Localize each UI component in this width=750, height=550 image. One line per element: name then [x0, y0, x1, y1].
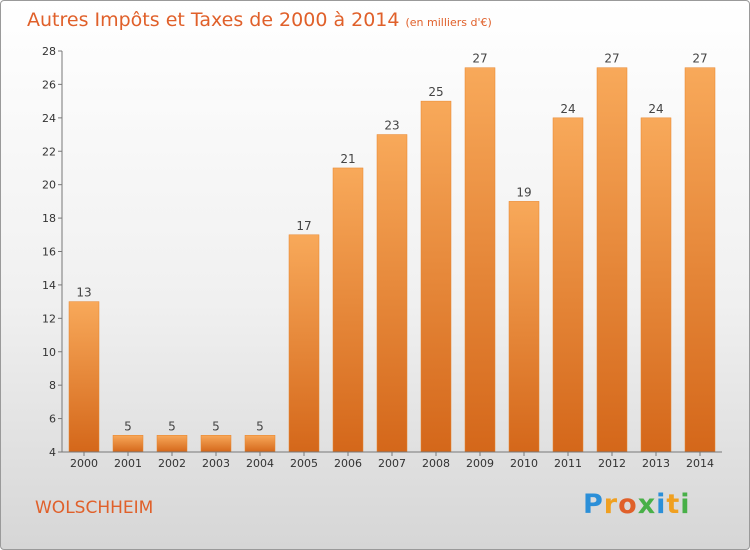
bar-value-label: 5 — [124, 419, 132, 433]
x-tick-label: 2014 — [686, 457, 714, 470]
y-tick-label: 12 — [42, 312, 56, 325]
bar — [288, 234, 320, 453]
bar-value-label: 5 — [168, 419, 176, 433]
bar-value-label: 17 — [296, 219, 311, 233]
y-tick-label: 20 — [42, 179, 56, 192]
bar — [68, 301, 100, 453]
x-tick-label: 2003 — [202, 457, 230, 470]
title-text: Autres Impôts et Taxes de 2000 à 2014 — [27, 9, 400, 31]
x-tick-label: 2013 — [642, 457, 670, 470]
bar-value-label: 13 — [76, 286, 91, 300]
bar-value-label: 27 — [604, 52, 619, 66]
bar — [684, 67, 716, 453]
logo-letter: i — [656, 489, 667, 520]
bars-group: 13 5 5 5 5 17 21 23 25 27 19 24 27 24 27 — [68, 52, 716, 453]
y-tick-label: 10 — [42, 346, 56, 359]
y-tick-label: 8 — [49, 379, 56, 392]
x-tick-label: 2012 — [598, 457, 626, 470]
y-tick-label: 18 — [42, 212, 56, 225]
x-tick-label: 2011 — [554, 457, 582, 470]
bar-value-label: 25 — [428, 85, 443, 99]
bar — [464, 67, 496, 453]
logo-letter: x — [637, 489, 657, 520]
bar-value-label: 24 — [560, 102, 575, 116]
x-tick-label: 2006 — [334, 457, 362, 470]
x-tick-label: 2004 — [246, 457, 274, 470]
x-tick-label: 2005 — [290, 457, 318, 470]
x-tick-label: 2009 — [466, 457, 494, 470]
y-tick-label: 14 — [42, 279, 56, 292]
bar-value-label: 23 — [384, 119, 399, 133]
unit-label: (en milliers d'€) — [405, 16, 492, 29]
x-tick-label: 2001 — [114, 457, 142, 470]
x-tick-label: 2008 — [422, 457, 450, 470]
bar — [376, 134, 408, 453]
y-tick-label: 16 — [42, 246, 56, 259]
logo-letter: r — [603, 489, 619, 520]
bar — [244, 435, 276, 453]
chart-title: Autres Impôts et Taxes de 2000 à 2014 (en… — [27, 9, 492, 31]
logo-letter: t — [666, 489, 681, 520]
y-tick-label: 22 — [42, 145, 56, 158]
bar — [640, 117, 672, 453]
x-tick-label: 2002 — [158, 457, 186, 470]
y-tick-label: 26 — [42, 78, 56, 91]
bar-value-label: 5 — [256, 419, 264, 433]
brand-logo: Proxiti — [583, 489, 691, 520]
logo-letter: i — [680, 489, 691, 520]
bar-value-label: 24 — [648, 102, 663, 116]
axes-group: 2000 2001 2002 2003 2004 2005 2006 2007 2008 2009… — [42, 45, 722, 470]
bar — [596, 67, 628, 453]
x-tick-label: 2007 — [378, 457, 406, 470]
y-tick-label: 24 — [42, 112, 56, 125]
logo-letter: P — [583, 489, 604, 520]
logo-letter: o — [618, 489, 638, 520]
x-tick-label: 2010 — [510, 457, 538, 470]
y-tick-label: 28 — [42, 45, 56, 58]
bar-value-label: 21 — [340, 152, 355, 166]
bar — [552, 117, 584, 453]
bar-value-label: 27 — [472, 52, 487, 66]
bar — [156, 435, 188, 453]
commune-name: WOLSCHHEIM — [35, 498, 154, 518]
bar — [112, 435, 144, 453]
bar — [508, 201, 540, 453]
bar-value-label: 27 — [692, 52, 707, 66]
bar-value-label: 19 — [516, 185, 531, 199]
bar — [420, 100, 452, 453]
y-tick-label: 6 — [49, 413, 56, 426]
bar-value-label: 5 — [212, 419, 220, 433]
bar — [332, 167, 364, 453]
bar — [200, 435, 232, 453]
y-tick-label: 4 — [49, 446, 56, 459]
x-tick-label: 2000 — [70, 457, 98, 470]
